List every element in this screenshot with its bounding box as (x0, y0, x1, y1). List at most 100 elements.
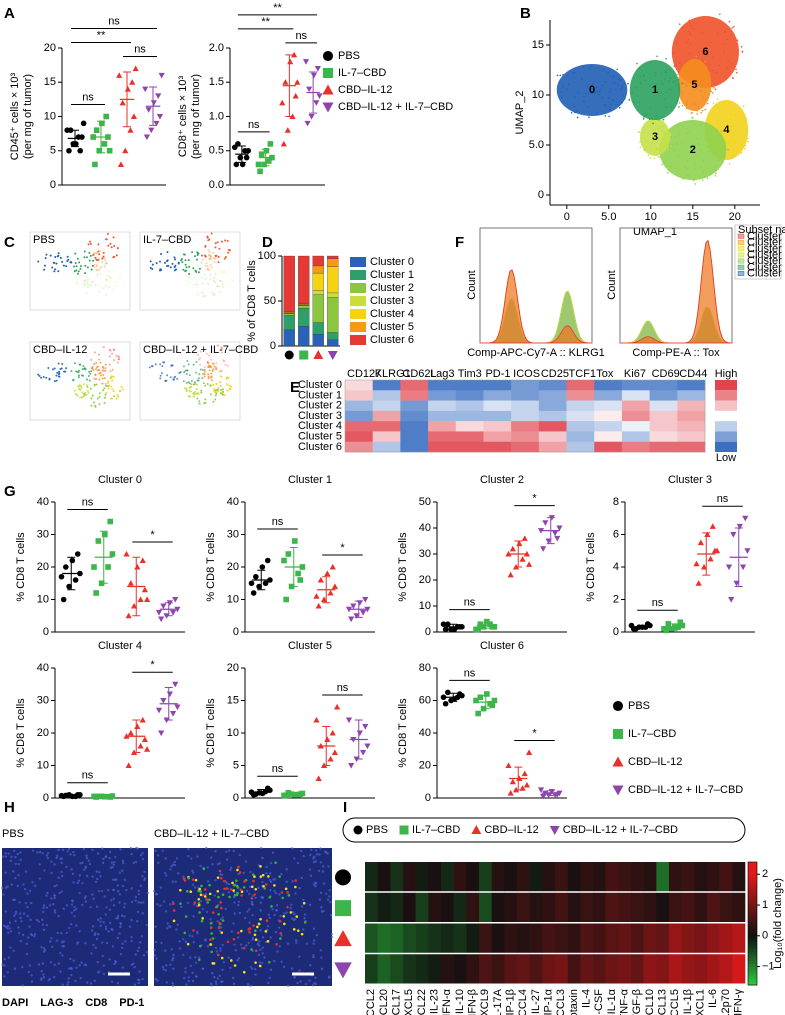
cell-dot (610, 88, 612, 91)
nucleus (42, 904, 46, 907)
cell-dot (174, 375, 177, 378)
cell-dot (572, 72, 574, 74)
cell-dot (109, 275, 112, 278)
heatmap-cell (649, 431, 678, 443)
cell-dot (106, 270, 109, 273)
heatmap-cell (566, 400, 595, 412)
nucleus (141, 875, 144, 878)
data-point (259, 564, 266, 570)
significance-label: ns (272, 763, 284, 775)
cell-dot (668, 138, 670, 140)
nucleus (87, 859, 90, 862)
cell-dot (225, 383, 228, 386)
cell-dot (207, 375, 210, 378)
nucleus (104, 925, 108, 928)
nucleus (66, 983, 69, 986)
cell-dot (639, 81, 641, 84)
nucleus (114, 855, 117, 859)
colorbar-step (748, 877, 757, 881)
nucleus (154, 849, 157, 852)
cell-dot (729, 118, 732, 121)
data-point (170, 609, 177, 616)
cell-dot (77, 270, 80, 273)
cell-dot (709, 144, 712, 147)
data-point (127, 729, 134, 736)
cell-dot (83, 250, 86, 253)
nucleus (184, 971, 187, 974)
stain-spot (300, 932, 304, 936)
heatmap-cell (400, 410, 429, 422)
heatmap-cell (479, 892, 492, 922)
cell-dot (712, 86, 715, 89)
nucleus (273, 878, 277, 881)
nucleus (300, 849, 303, 853)
stain-spot (198, 911, 201, 914)
heatmap-cell (372, 421, 401, 432)
stain-spot (259, 875, 263, 878)
stain-spot (286, 905, 289, 909)
nucleus (204, 893, 208, 896)
heatmap-cell (372, 390, 401, 401)
cell-dot (654, 148, 657, 150)
cell-dot (75, 370, 78, 373)
nucleus (161, 965, 165, 969)
column-label: CCL2 (365, 989, 377, 1015)
bar-segment (327, 266, 339, 294)
nucleus (40, 969, 43, 973)
nucleus (86, 981, 89, 984)
cell-dot (73, 389, 76, 392)
error-bar (481, 622, 490, 629)
panel-label: H (4, 799, 15, 816)
nucleus (130, 852, 133, 856)
nucleus (70, 903, 74, 906)
data-point (69, 557, 76, 564)
nucleus (104, 913, 107, 916)
cell-dot (712, 85, 715, 88)
cell-dot (116, 247, 119, 250)
cell-dot (103, 377, 106, 380)
heatmap-cell (707, 892, 720, 922)
cell-dot (194, 282, 197, 285)
cell-dot (650, 117, 652, 119)
nucleus (227, 891, 230, 894)
nucleus (114, 959, 117, 963)
stain-spot (275, 942, 278, 946)
significance-label: ** (97, 29, 106, 41)
nucleus (175, 857, 179, 860)
nucleus (261, 936, 265, 939)
cell-dot (653, 128, 655, 130)
nucleus (312, 942, 315, 945)
cell-dot (105, 391, 108, 394)
cell-dot (102, 251, 105, 254)
cell-dot (214, 269, 217, 272)
data-point (131, 602, 138, 609)
cell-dot (654, 72, 657, 74)
colorbar-step (748, 957, 757, 961)
heatmap-cell (538, 421, 567, 432)
nucleus (119, 925, 122, 929)
cell-dot (94, 373, 97, 376)
stain-spot (205, 898, 209, 901)
nucleus (50, 937, 53, 940)
nucleus (130, 939, 133, 943)
nucleus (2, 855, 5, 858)
data-point (316, 93, 323, 100)
cell-dot (98, 273, 101, 276)
heatmap-cell (621, 431, 650, 443)
cell-dot (221, 273, 224, 276)
significance-label: ns (82, 770, 94, 782)
nucleus (3, 975, 6, 978)
cell-dot (98, 290, 101, 293)
stain-spot (172, 902, 175, 906)
nucleus (53, 863, 56, 866)
column-label: Tim3 (458, 368, 482, 380)
cell-dot (81, 286, 84, 289)
nucleus (265, 871, 268, 875)
cell-dot (712, 102, 715, 104)
heatmap-cell (504, 954, 518, 984)
nucleus (57, 876, 60, 879)
cell-dot (65, 265, 68, 268)
cell-dot (76, 283, 79, 286)
nucleus (310, 848, 313, 852)
significance-label: * (532, 493, 537, 505)
